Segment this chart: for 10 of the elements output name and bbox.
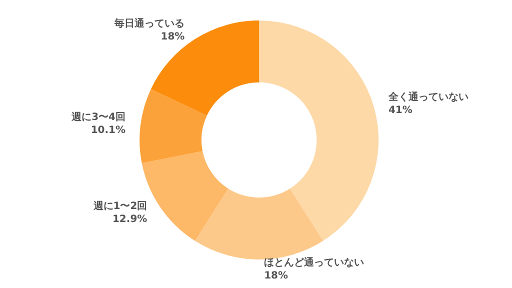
slice-label: 毎日通っている bbox=[114, 18, 185, 30]
slice-label: ほとんど通っていない bbox=[264, 256, 364, 268]
slice-label: 週に3〜4回 bbox=[70, 111, 126, 124]
data-label: 12.9% bbox=[112, 214, 148, 226]
data-label: 41% bbox=[388, 104, 412, 116]
data-label: 18% bbox=[264, 270, 288, 282]
data-label: 18% bbox=[160, 32, 185, 43]
data-label: 10.1% bbox=[90, 125, 126, 136]
slice-label: 週に1〜2回 bbox=[92, 200, 148, 212]
slice-label: 全く通っていない bbox=[387, 90, 468, 103]
